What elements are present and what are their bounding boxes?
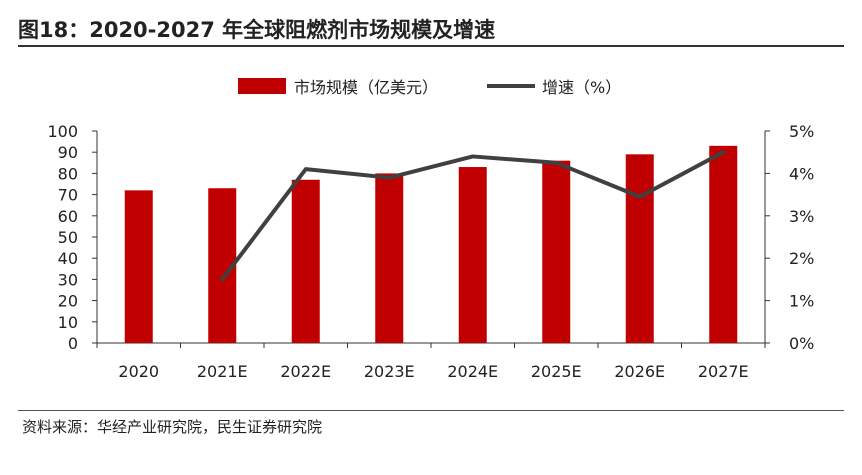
x-tick-label: 2020 bbox=[118, 362, 159, 381]
bar bbox=[291, 179, 320, 343]
title-divider bbox=[18, 45, 844, 47]
source-note: 资料来源：华经产业研究院，民生证券研究院 bbox=[22, 418, 323, 436]
left-tick-label: 80 bbox=[58, 164, 78, 183]
x-tick-label: 2022E bbox=[280, 362, 331, 381]
left-tick-label: 10 bbox=[58, 313, 78, 332]
right-tick-label: 0% bbox=[789, 334, 814, 353]
x-tick-label: 2025E bbox=[531, 362, 582, 381]
left-tick-label: 90 bbox=[58, 143, 78, 162]
bar bbox=[625, 154, 654, 343]
bar bbox=[458, 167, 487, 343]
right-tick-label: 5% bbox=[789, 122, 814, 141]
chart-title: 图18：2020-2027 年全球阻燃剂市场规模及增速 bbox=[18, 18, 496, 42]
left-tick-label: 70 bbox=[58, 186, 78, 205]
x-tick-label: 2021E bbox=[197, 362, 248, 381]
right-tick-label: 3% bbox=[789, 207, 814, 226]
bar bbox=[709, 145, 738, 343]
x-tick-label: 2023E bbox=[364, 362, 415, 381]
left-tick-label: 20 bbox=[58, 292, 78, 311]
legend-bar-swatch bbox=[238, 78, 286, 94]
legend-line-label: 增速（%） bbox=[542, 78, 621, 97]
x-tick-label: 2027E bbox=[698, 362, 749, 381]
right-tick-label: 4% bbox=[789, 164, 814, 183]
x-tick-label: 2026E bbox=[614, 362, 665, 381]
left-tick-label: 0 bbox=[68, 334, 78, 353]
source-divider bbox=[18, 410, 844, 411]
bar bbox=[124, 190, 153, 343]
left-tick-label: 50 bbox=[58, 228, 78, 247]
left-tick-label: 40 bbox=[58, 249, 78, 268]
left-tick-label: 60 bbox=[58, 207, 78, 226]
legend-bar-label: 市场规模（亿美元） bbox=[294, 78, 438, 97]
right-tick-label: 1% bbox=[789, 292, 814, 311]
left-tick-label: 30 bbox=[58, 270, 78, 289]
bar bbox=[542, 160, 571, 343]
right-tick-label: 2% bbox=[789, 249, 814, 268]
chart: 0 10 20 30 40 50 60 70 80 90 100 0% 1% 2% 3% 4% 5% 2020 20… bbox=[47, 78, 814, 381]
left-tick-label: 100 bbox=[47, 122, 78, 141]
bar bbox=[375, 173, 404, 343]
x-tick-label: 2024E bbox=[447, 362, 498, 381]
